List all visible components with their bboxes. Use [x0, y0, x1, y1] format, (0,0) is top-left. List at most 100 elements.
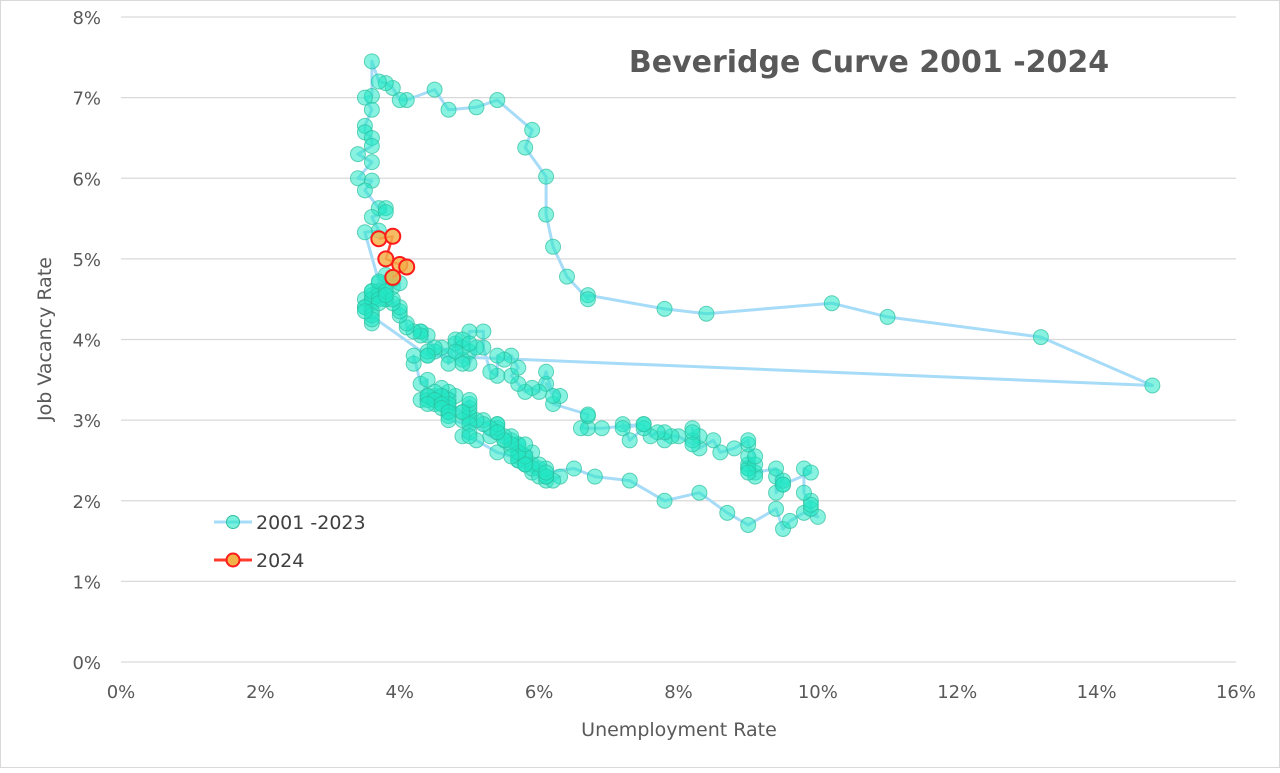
legend-label-2024: 2024	[256, 550, 304, 572]
data-point[interactable]	[538, 363, 555, 380]
legend: 2001 -2023 2024	[214, 512, 366, 572]
y-tick-label: 4%	[72, 331, 101, 352]
data-point[interactable]	[802, 496, 819, 513]
data-point[interactable]	[691, 484, 708, 501]
data-point[interactable]	[461, 335, 478, 352]
data-point[interactable]	[823, 295, 840, 312]
data-point[interactable]	[586, 468, 603, 485]
data-point[interactable]	[363, 138, 380, 154]
data-point[interactable]	[356, 89, 373, 106]
data-point[interactable]	[419, 396, 436, 412]
series-2001-2023	[349, 53, 1161, 537]
x-tick-label: 6%	[525, 682, 554, 703]
data-point[interactable]	[726, 440, 743, 457]
data-point[interactable]	[391, 92, 408, 109]
data-point[interactable]	[1032, 329, 1049, 346]
data-point[interactable]	[503, 448, 520, 465]
data-point[interactable]	[545, 387, 562, 404]
data-point[interactable]	[349, 146, 366, 163]
data-point[interactable]	[538, 464, 555, 481]
data-point[interactable]	[1144, 377, 1161, 394]
data-point[interactable]	[621, 472, 638, 489]
data-point[interactable]	[879, 308, 896, 325]
data-point[interactable]	[712, 444, 729, 461]
data-point[interactable]	[614, 420, 631, 437]
x-tick-label: 12%	[937, 682, 977, 703]
data-point[interactable]	[363, 53, 380, 70]
data-point[interactable]	[468, 99, 485, 116]
data-point[interactable]	[370, 73, 387, 90]
data-point[interactable]	[377, 204, 394, 221]
data-point[interactable]	[621, 432, 638, 449]
data-point[interactable]	[802, 464, 819, 481]
series-layer	[349, 53, 1161, 537]
data-point[interactable]	[740, 516, 757, 533]
data-point[interactable]	[559, 268, 575, 285]
data-point[interactable]	[363, 208, 380, 225]
data-point[interactable]	[440, 101, 457, 118]
x-axis-title: Unemployment Rate	[581, 719, 777, 741]
data-point[interactable]	[593, 420, 610, 437]
data-point[interactable]	[775, 476, 792, 493]
data-point[interactable]	[461, 428, 478, 445]
data-point[interactable]	[579, 291, 596, 308]
data-point[interactable]	[489, 92, 506, 109]
data-point[interactable]	[356, 224, 373, 241]
data-point[interactable]	[426, 81, 443, 98]
data-point[interactable]	[356, 182, 373, 199]
data-point[interactable]	[538, 206, 555, 223]
data-point[interactable]	[656, 492, 673, 509]
data-point[interactable]	[565, 460, 582, 477]
data-point[interactable]	[684, 436, 701, 453]
y-tick-label: 1%	[72, 572, 101, 593]
x-tick-label: 16%	[1216, 682, 1256, 703]
data-point[interactable]	[398, 258, 416, 276]
data-point[interactable]	[363, 154, 380, 171]
data-point[interactable]	[768, 460, 785, 477]
data-point[interactable]	[538, 168, 555, 185]
data-point[interactable]	[768, 500, 785, 517]
data-point[interactable]	[698, 305, 715, 322]
data-point[interactable]	[545, 238, 562, 255]
data-point[interactable]	[579, 406, 596, 423]
data-point[interactable]	[782, 512, 798, 529]
y-tick-label: 6%	[72, 169, 101, 190]
data-point[interactable]	[489, 347, 506, 364]
legend-item-2001-2023[interactable]: 2001 -2023	[214, 512, 366, 534]
data-point[interactable]	[377, 250, 395, 268]
data-point[interactable]	[719, 504, 736, 521]
data-point[interactable]	[370, 230, 388, 248]
data-point[interactable]	[440, 412, 457, 429]
data-point[interactable]	[489, 424, 506, 441]
data-point[interactable]	[475, 323, 492, 340]
data-point[interactable]	[384, 227, 402, 245]
data-point[interactable]	[482, 363, 499, 380]
data-point[interactable]	[524, 121, 541, 138]
data-point[interactable]	[377, 287, 394, 304]
data-point[interactable]	[517, 139, 534, 156]
data-point[interactable]	[510, 359, 527, 376]
data-point[interactable]	[705, 432, 722, 449]
data-point[interactable]	[747, 448, 764, 465]
data-point[interactable]	[740, 432, 757, 449]
data-point[interactable]	[795, 484, 812, 501]
gridlines	[121, 16, 1236, 663]
data-point[interactable]	[740, 464, 757, 481]
data-point[interactable]	[419, 371, 436, 388]
data-point[interactable]	[635, 416, 652, 433]
legend-label-2001-2023: 2001 -2023	[256, 512, 366, 534]
data-point[interactable]	[363, 101, 380, 118]
data-point[interactable]	[572, 420, 589, 437]
data-point[interactable]	[405, 347, 422, 364]
data-point[interactable]	[384, 268, 402, 286]
legend-item-2024[interactable]: 2024	[214, 550, 304, 572]
data-point[interactable]	[356, 303, 373, 320]
data-point[interactable]	[454, 355, 471, 372]
chart-title: Beveridge Curve 2001 -2024	[629, 45, 1109, 80]
data-point[interactable]	[656, 300, 673, 317]
data-point[interactable]	[489, 444, 506, 461]
data-point[interactable]	[517, 456, 534, 473]
data-point[interactable]	[517, 436, 534, 453]
data-point[interactable]	[419, 347, 436, 364]
